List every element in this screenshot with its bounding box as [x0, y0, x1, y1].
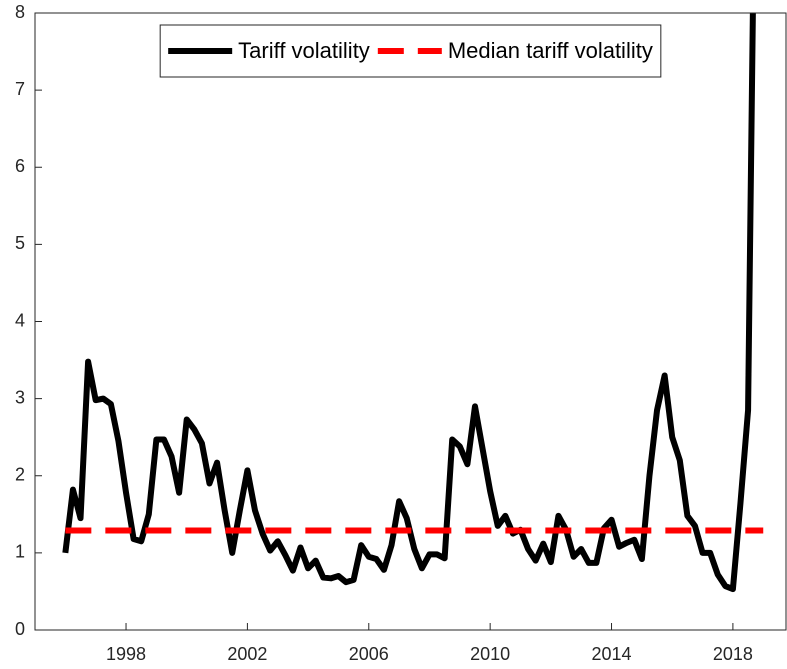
legend-box [159, 24, 662, 78]
axes-box [34, 12, 787, 631]
y-tick-label: 0 [15, 619, 25, 639]
plot-lines [62, 13, 764, 593]
x-tick-label: 2006 [349, 644, 389, 664]
x-tick-label: 2010 [470, 644, 510, 664]
y-tick-label: 1 [15, 542, 25, 562]
legend: Tariff volatility Median tariff volatilit… [159, 24, 662, 78]
series-line [62, 13, 756, 593]
x-tick-label: 2018 [713, 644, 753, 664]
x-tick-label: 1998 [106, 644, 146, 664]
legend-label: Tariff volatility [238, 38, 370, 63]
y-tick-label: 7 [15, 79, 25, 99]
y-tick-label: 6 [15, 156, 25, 176]
y-tick-label: 4 [15, 310, 25, 330]
y-tick-label: 3 [15, 387, 25, 407]
x-tick-label: 2002 [227, 644, 267, 664]
y-tick-label: 8 [15, 2, 25, 22]
y-tick-label: 2 [15, 465, 25, 485]
x-tick-label: 2014 [592, 644, 632, 664]
y-tick-label: 5 [15, 233, 25, 253]
legend-label: Median tariff volatility [448, 38, 653, 63]
